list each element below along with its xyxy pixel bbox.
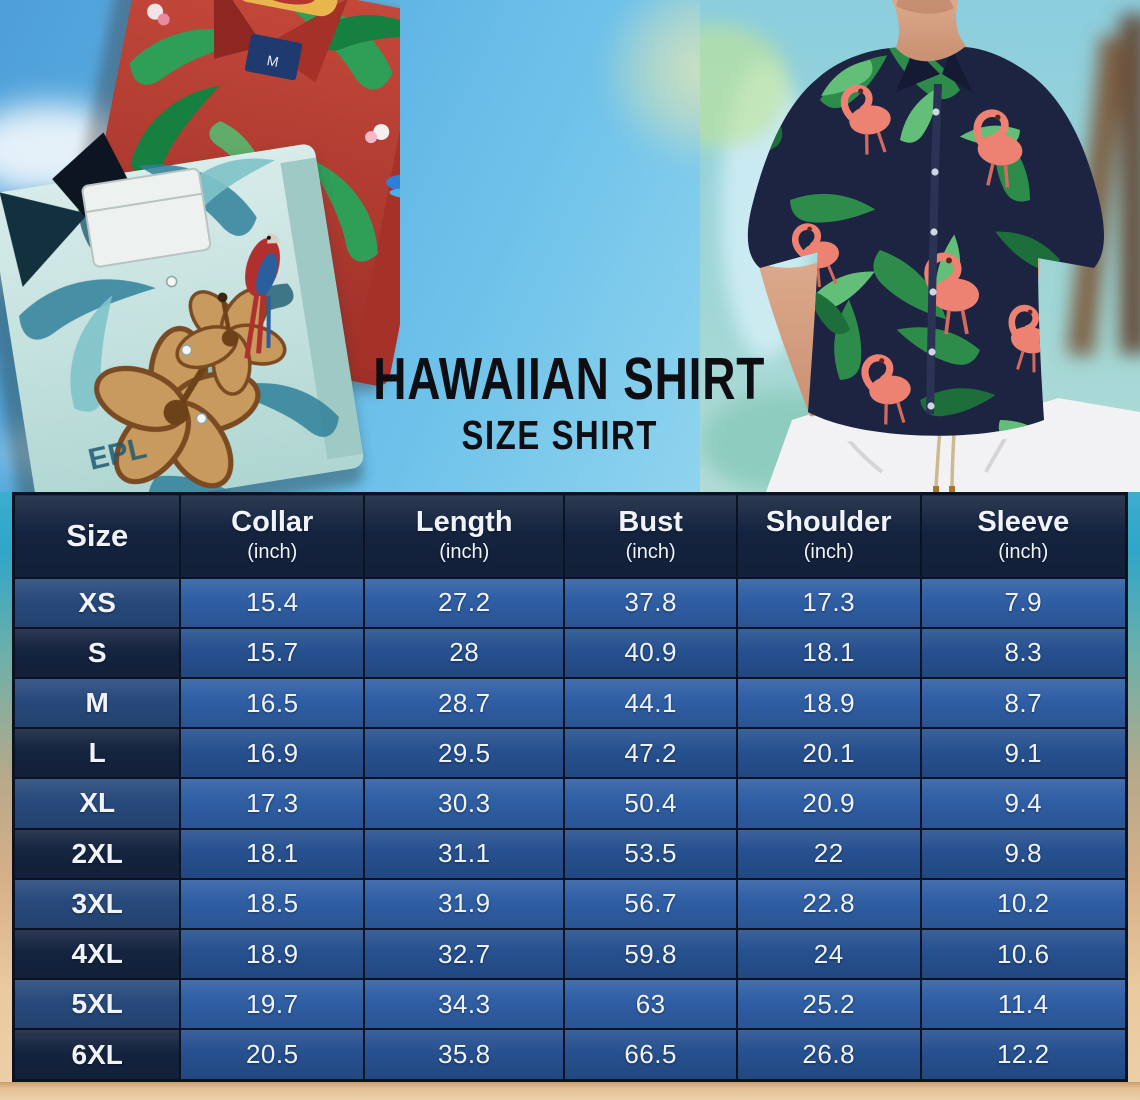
model-shirt (747, 47, 1104, 436)
page-subtitle: SIZE SHIRT (461, 412, 659, 458)
header-row: Size Collar (inch) Length (inch) Bust (i… (12, 492, 1128, 579)
column-header-bust: Bust (inch) (563, 492, 738, 579)
value-cell: 50.4 (563, 777, 738, 830)
parrot (244, 233, 280, 359)
table-row: 5XL 19.7 34.3 63 25.2 11.4 (12, 978, 1128, 1031)
sand-strip (0, 1082, 1140, 1100)
value-cell: 18.9 (735, 676, 922, 730)
value-cell: 44.1 (563, 676, 738, 730)
hero-photo: M (0, 0, 1140, 492)
value-cell: 10.6 (919, 928, 1128, 981)
size-cell: S (12, 626, 182, 679)
value-cell: 20.9 (735, 777, 922, 830)
value-cell: 47.2 (563, 727, 738, 780)
value-cell: 32.7 (363, 928, 566, 981)
value-cell: 28.7 (363, 676, 566, 730)
value-cell: 17.3 (735, 576, 922, 629)
column-header-sleeve: Sleeve (inch) (919, 492, 1128, 579)
value-cell: 63 (563, 978, 738, 1031)
value-cell: 9.8 (919, 827, 1128, 880)
table-row: 4XL 18.9 32.7 59.8 24 10.6 (12, 928, 1128, 981)
size-cell: L (12, 727, 182, 780)
value-cell: 26.8 (735, 1028, 922, 1082)
size-cell: 2XL (12, 827, 182, 880)
value-cell: 22.8 (735, 877, 922, 931)
value-cell: 25.2 (735, 978, 922, 1031)
size-cell: 3XL (12, 877, 182, 931)
value-cell: 34.3 (363, 978, 566, 1031)
table-row: L 16.9 29.5 47.2 20.1 9.1 (12, 727, 1128, 780)
size-cell: XS (12, 576, 182, 629)
value-cell: 12.2 (919, 1028, 1128, 1082)
page-title: HAWAIIAN SHIRT (373, 346, 766, 412)
title-block: HAWAIIAN SHIRT SIZE SHIRT (318, 350, 802, 456)
model-photo (700, 0, 1140, 492)
table-row: XS 15.4 27.2 37.8 17.3 7.9 (12, 576, 1128, 629)
size-cell: 5XL (12, 978, 182, 1031)
value-cell: 40.9 (563, 626, 738, 679)
value-cell: 18.9 (179, 928, 366, 981)
value-cell: 18.1 (179, 827, 366, 880)
value-cell: 53.5 (563, 827, 738, 880)
value-cell: 16.9 (179, 727, 366, 780)
value-cell: 18.1 (735, 626, 922, 679)
value-cell: 17.3 (179, 777, 366, 830)
value-cell: 27.2 (363, 576, 566, 629)
value-cell: 9.1 (919, 727, 1128, 780)
teal-shirt: EPL (0, 132, 364, 492)
value-cell: 56.7 (563, 877, 738, 931)
column-header-collar: Collar (inch) (179, 492, 366, 579)
value-cell: 59.8 (563, 928, 738, 981)
value-cell: 31.1 (363, 827, 566, 880)
table-row: 6XL 20.5 35.8 66.5 26.8 12.2 (12, 1028, 1128, 1082)
size-cell: 4XL (12, 928, 182, 981)
size-cell: M (12, 676, 182, 730)
size-table: Size Collar (inch) Length (inch) Bust (i… (12, 492, 1128, 1082)
value-cell: 8.3 (919, 626, 1128, 679)
folded-shirts-photo: M (0, 0, 400, 492)
value-cell: 15.4 (179, 576, 366, 629)
value-cell: 30.3 (363, 777, 566, 830)
value-cell: 28 (363, 626, 566, 679)
table-row: 3XL 18.5 31.9 56.7 22.8 10.2 (12, 877, 1128, 931)
value-cell: 22 (735, 827, 922, 880)
table-row: 2XL 18.1 31.1 53.5 22 9.8 (12, 827, 1128, 880)
value-cell: 10.2 (919, 877, 1128, 931)
value-cell: 15.7 (179, 626, 366, 679)
value-cell: 37.8 (563, 576, 738, 629)
size-cell: XL (12, 777, 182, 830)
value-cell: 35.8 (363, 1028, 566, 1082)
table-row: M 16.5 28.7 44.1 18.9 8.7 (12, 676, 1128, 730)
table-row: XL 17.3 30.3 50.4 20.9 9.4 (12, 777, 1128, 830)
column-header-shoulder: Shoulder (inch) (735, 492, 922, 579)
value-cell: 9.4 (919, 777, 1128, 830)
value-cell: 16.5 (179, 676, 366, 730)
value-cell: 20.1 (735, 727, 922, 780)
column-header-length: Length (inch) (363, 492, 566, 579)
value-cell: 7.9 (919, 576, 1128, 629)
value-cell: 19.7 (179, 978, 366, 1031)
size-cell: 6XL (12, 1028, 182, 1082)
value-cell: 31.9 (363, 877, 566, 931)
column-header-size: Size (12, 492, 182, 579)
value-cell: 8.7 (919, 676, 1128, 730)
value-cell: 29.5 (363, 727, 566, 780)
value-cell: 18.5 (179, 877, 366, 931)
size-table-body: XS 15.4 27.2 37.8 17.3 7.9 S 15.7 28 40.9 18.1 8.3 M… (12, 576, 1128, 1082)
value-cell: 24 (735, 928, 922, 981)
value-cell: 20.5 (179, 1028, 366, 1082)
size-table-wrap: Size Collar (inch) Length (inch) Bust (i… (12, 492, 1128, 1082)
value-cell: 11.4 (919, 978, 1128, 1031)
model-neck (892, 0, 966, 62)
table-row: S 15.7 28 40.9 18.1 8.3 (12, 626, 1128, 679)
value-cell: 66.5 (563, 1028, 738, 1082)
red-shirt-size-tag: M (266, 52, 281, 70)
